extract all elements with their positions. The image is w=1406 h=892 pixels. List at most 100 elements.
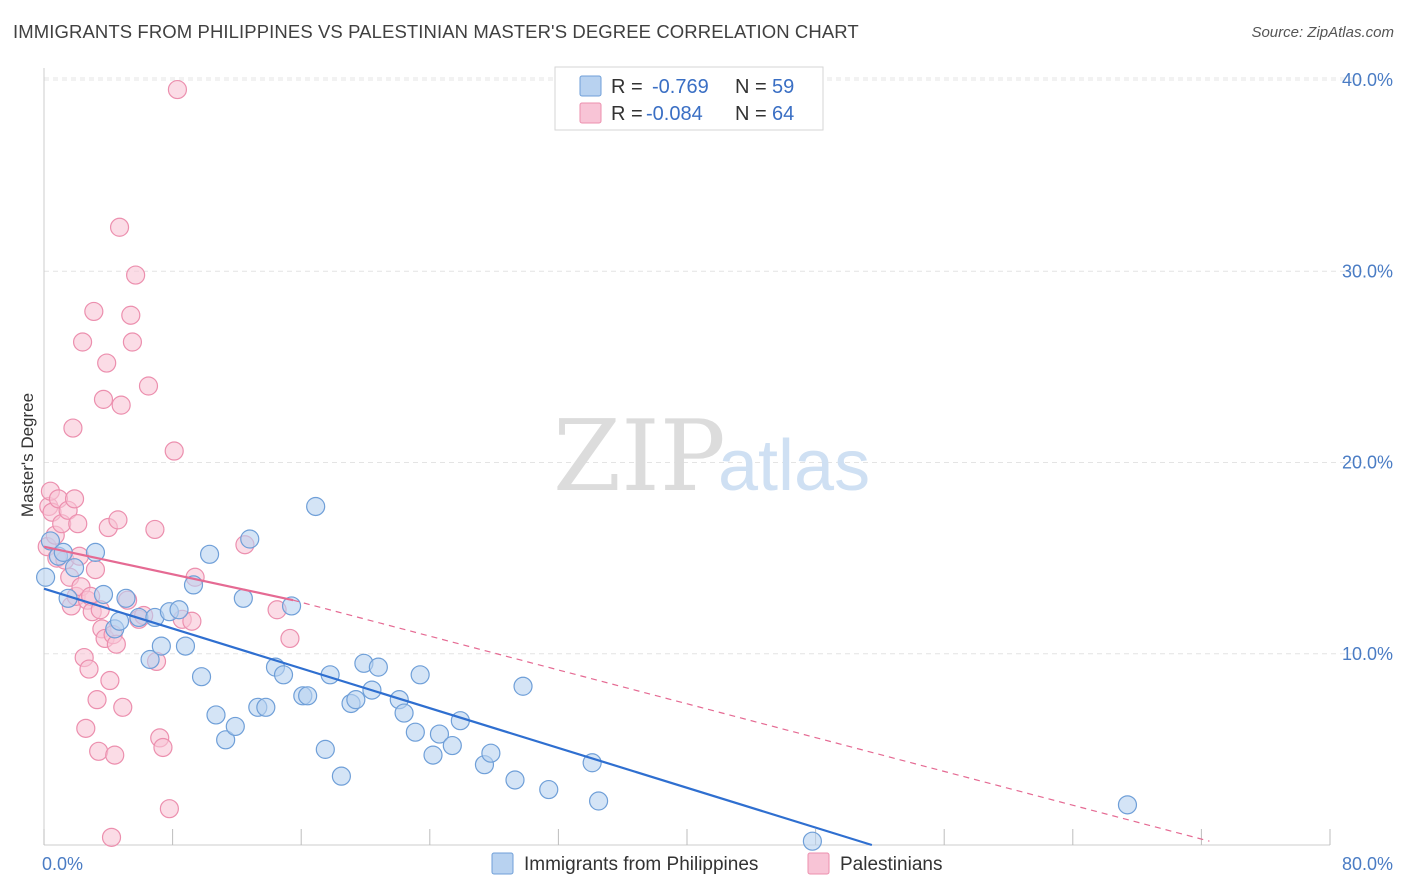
point-philippines [394, 703, 414, 723]
point-palestinians [113, 697, 133, 717]
point-palestinians [109, 217, 130, 237]
point-philippines [40, 531, 61, 551]
point-palestinians [121, 305, 141, 325]
point-palestinians [159, 799, 179, 819]
point-philippines [151, 636, 171, 656]
chart-source: Source: ZipAtlas.com [1251, 24, 1394, 41]
series-legend-label-blue: Immigrants from Philippines [524, 854, 758, 875]
point-philippines [240, 529, 260, 549]
axes [43, 68, 1331, 846]
y-tick-label: 40.0% [1342, 70, 1393, 90]
point-palestinians [84, 301, 104, 322]
x-tick-label: 0.0% [42, 854, 83, 874]
point-philippines [539, 779, 559, 800]
point-palestinians [111, 395, 131, 415]
point-philippines [116, 588, 136, 608]
point-palestinians [153, 737, 173, 758]
legend-n-value-1: 59 [772, 76, 794, 98]
point-philippines [346, 690, 366, 710]
legend-r-label-2: R = [611, 103, 643, 125]
point-palestinians [108, 510, 128, 530]
point-palestinians [122, 332, 143, 352]
point-philippines [505, 770, 525, 790]
point-philippines [273, 665, 294, 685]
legend: R = -0.769 N = 59 R = -0.084 N = 64 [554, 66, 824, 131]
point-palestinians [167, 79, 188, 100]
point-philippines [225, 716, 245, 737]
point-philippines [93, 584, 114, 605]
point-philippines [405, 722, 425, 742]
trend-lines [43, 545, 1210, 847]
point-palestinians [100, 670, 120, 691]
point-palestinians [85, 559, 106, 580]
point-palestinians [64, 489, 85, 509]
point-palestinians [145, 519, 165, 540]
watermark-zip: ZIP [553, 400, 726, 514]
point-philippines [298, 686, 318, 706]
point-philippines [368, 657, 388, 677]
legend-n-label-2: N = [735, 103, 767, 125]
series-legend-label-pink: Palestinians [840, 854, 942, 875]
watermark: ZIP atlas [553, 400, 870, 514]
point-philippines [410, 665, 430, 685]
point-philippines [233, 588, 253, 608]
y-axis-title: Master's Degree [18, 393, 37, 517]
point-palestinians [79, 659, 99, 679]
point-palestinians [280, 628, 300, 649]
point-philippines [169, 600, 189, 620]
point-philippines [191, 667, 212, 687]
point-philippines [206, 705, 226, 725]
y-tick-label: 10.0% [1342, 644, 1393, 664]
point-philippines [175, 636, 196, 656]
legend-r-value-1: -0.769 [652, 76, 709, 98]
data-points [36, 79, 1138, 851]
point-philippines [315, 739, 335, 759]
point-palestinians [105, 745, 125, 765]
point-palestinians [164, 441, 184, 461]
point-philippines [442, 735, 462, 756]
point-philippines [216, 730, 236, 750]
watermark-atlas: atlas [718, 426, 870, 506]
point-palestinians [126, 265, 146, 285]
grid [44, 77, 1362, 655]
point-philippines [36, 567, 56, 587]
point-palestinians [68, 514, 88, 534]
point-palestinians [93, 389, 114, 409]
point-philippines [588, 791, 609, 811]
point-palestinians [182, 611, 202, 631]
chart-title: IMMIGRANTS FROM PHILIPPINES VS PALESTINI… [13, 21, 859, 42]
trend-line-palestinians-dashed [293, 599, 1210, 842]
point-philippines [429, 724, 450, 744]
point-philippines [423, 745, 443, 765]
series-legend-swatch-blue [491, 852, 514, 875]
trend-line-philippines [43, 587, 873, 847]
point-philippines [64, 558, 85, 578]
y-tick-label: 30.0% [1342, 261, 1393, 281]
point-philippines [199, 544, 220, 564]
legend-swatch-pink [579, 102, 602, 124]
point-palestinians [63, 418, 83, 438]
point-philippines [331, 766, 351, 786]
point-palestinians [101, 827, 122, 847]
legend-n-value-2: 64 [772, 103, 794, 125]
x-tick-label: 80.0% [1342, 854, 1393, 874]
y-tick-label: 20.0% [1342, 453, 1393, 473]
point-philippines [582, 753, 602, 773]
point-philippines [306, 496, 326, 517]
point-philippines [1117, 795, 1138, 815]
point-palestinians [72, 332, 93, 352]
point-philippines [802, 831, 822, 851]
y-tick-labels: 10.0% 20.0% 30.0% 40.0% [1342, 70, 1393, 664]
legend-r-label-1: R = [611, 76, 643, 98]
point-palestinians [138, 376, 159, 396]
point-palestinians [97, 353, 117, 373]
point-palestinians [87, 690, 107, 710]
point-palestinians [89, 741, 109, 761]
point-philippines [481, 743, 501, 763]
series-legend: Immigrants from Philippines Palestinians [491, 852, 942, 875]
legend-r-value-2: -0.084 [646, 103, 703, 125]
trend-line-palestinians [43, 545, 294, 602]
x-tick-labels: 0.0% 80.0% [42, 854, 1393, 874]
series-legend-swatch-pink [807, 852, 830, 875]
